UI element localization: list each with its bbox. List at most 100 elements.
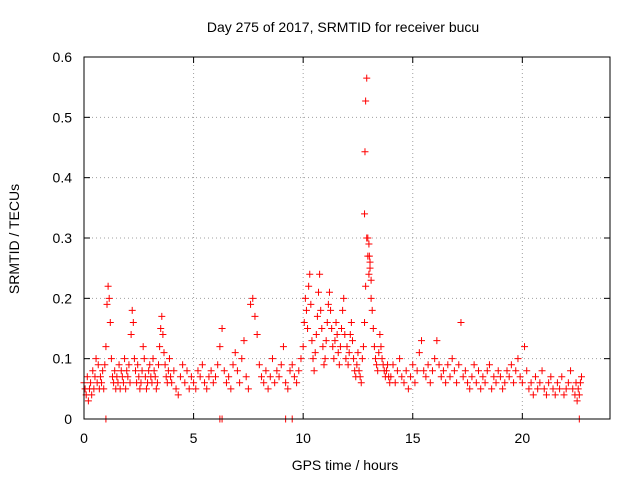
data-point [153, 379, 161, 387]
grid-lines [84, 57, 610, 419]
data-point [431, 355, 439, 363]
data-point [136, 385, 144, 393]
data-point [415, 349, 423, 357]
y-tick-label: 0.3 [53, 230, 73, 246]
data-point [264, 385, 272, 393]
data-point [99, 367, 107, 375]
data-point [262, 367, 270, 375]
data-point [160, 349, 168, 357]
x-axis-label: GPS time / hours [292, 457, 399, 473]
data-point [84, 397, 92, 405]
data-point [138, 367, 146, 375]
y-tick-label: 0.4 [53, 170, 73, 186]
data-point [255, 361, 263, 369]
y-tick-label: 0.6 [53, 49, 73, 65]
data-point [128, 306, 136, 314]
data-point [329, 343, 337, 351]
data-point [472, 379, 480, 387]
data-point [142, 385, 150, 393]
data-point [350, 355, 358, 363]
data-point [536, 379, 544, 387]
data-point [334, 349, 342, 357]
data-point [481, 379, 489, 387]
data-point [295, 367, 303, 375]
data-point [181, 379, 189, 387]
data-point [302, 306, 310, 314]
y-tick-label: 0 [64, 411, 72, 427]
data-point [562, 385, 570, 393]
data-point [174, 391, 182, 399]
data-point [187, 373, 195, 381]
data-point [378, 355, 386, 363]
data-point [297, 355, 305, 363]
data-point [420, 367, 428, 375]
data-point [104, 282, 112, 290]
x-tick-label: 20 [515, 430, 531, 446]
data-point [122, 385, 130, 393]
data-point [393, 367, 401, 375]
data-point [389, 361, 397, 369]
data-point [137, 379, 145, 387]
data-point [101, 361, 109, 369]
data-point [446, 373, 454, 381]
data-point [512, 367, 520, 375]
data-point [332, 318, 340, 326]
data-point [168, 379, 176, 387]
data-point [327, 306, 335, 314]
data-point [88, 391, 96, 399]
data-point [268, 355, 276, 363]
data-point [346, 331, 354, 339]
data-point [426, 379, 434, 387]
data-point [209, 379, 217, 387]
data-point [119, 379, 127, 387]
data-point [111, 367, 119, 375]
data-point [407, 373, 415, 381]
data-point [214, 361, 222, 369]
data-point [155, 361, 163, 369]
data-point [312, 331, 320, 339]
data-point [258, 373, 266, 381]
data-point [362, 97, 370, 105]
data-point [107, 355, 115, 363]
data-point [345, 349, 353, 357]
data-point [167, 373, 175, 381]
data-point [146, 361, 154, 369]
data-point [301, 294, 309, 302]
data-point [139, 343, 147, 351]
data-point [207, 367, 215, 375]
y-tick-label: 0.5 [53, 109, 73, 125]
data-point [307, 300, 315, 308]
data-point [238, 355, 246, 363]
data-points [80, 74, 586, 423]
data-point [477, 385, 485, 393]
data-point [391, 379, 399, 387]
data-point [578, 373, 586, 381]
data-point [293, 379, 301, 387]
data-point [479, 373, 487, 381]
data-point [437, 373, 445, 381]
data-point [503, 367, 511, 375]
data-point [531, 373, 539, 381]
data-point [305, 282, 313, 290]
data-point [514, 355, 522, 363]
data-point [347, 318, 355, 326]
data-point [366, 258, 374, 266]
data-point [505, 373, 513, 381]
data-point [311, 349, 319, 357]
data-point [96, 373, 104, 381]
data-point [370, 343, 378, 351]
data-point [368, 306, 376, 314]
data-point [444, 361, 452, 369]
data-point [125, 361, 133, 369]
data-point [216, 343, 224, 351]
data-point [364, 234, 372, 242]
data-point [558, 373, 566, 381]
data-point [290, 373, 298, 381]
data-point [198, 361, 206, 369]
data-point [366, 264, 374, 272]
data-point [365, 252, 373, 260]
data-point [457, 318, 465, 326]
data-point [488, 385, 496, 393]
data-point [286, 367, 294, 375]
